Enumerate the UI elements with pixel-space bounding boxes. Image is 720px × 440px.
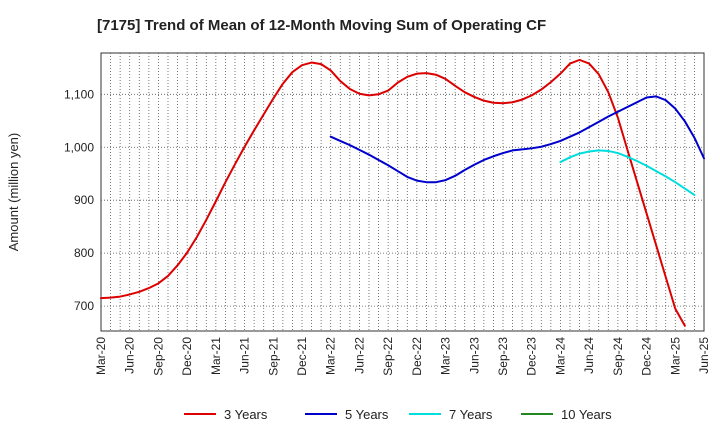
- x-tick-label: Mar-20: [94, 337, 108, 375]
- legend-label: 5 Years: [345, 407, 389, 422]
- x-tick-label: Jun-25: [697, 337, 711, 374]
- grid: [101, 53, 704, 331]
- x-tick-label: Jun-24: [582, 337, 596, 374]
- series-lines: [100, 58, 705, 327]
- series-line-3-years: [100, 58, 686, 327]
- y-tick-label: 800: [74, 246, 94, 260]
- x-tick-label: Dec-23: [525, 337, 539, 376]
- x-tick-label: Sep-21: [266, 337, 280, 376]
- y-tick-label: 1,000: [64, 140, 94, 154]
- chart-title: [7175] Trend of Mean of 12-Month Moving …: [97, 17, 546, 34]
- x-tick-label: Dec-20: [180, 337, 194, 376]
- series-line-5-years: [329, 95, 705, 184]
- y-tick-label: 900: [74, 193, 94, 207]
- x-tick-label: Sep-20: [151, 337, 165, 376]
- legend-label: 10 Years: [561, 407, 612, 422]
- series-line-7-years: [559, 149, 696, 196]
- x-tick-label: Mar-22: [324, 337, 338, 375]
- x-tick-label: Jun-20: [123, 337, 137, 374]
- x-tick-label: Sep-22: [381, 337, 395, 376]
- y-tick-label: 1,100: [64, 87, 94, 101]
- plot-area: [100, 52, 705, 332]
- x-tick-label: Sep-23: [496, 337, 510, 376]
- y-axis-label: Amount (million yen): [6, 133, 21, 252]
- x-tick-label: Jun-22: [352, 337, 366, 374]
- y-tick-labels: 700 800 900 1,000 1,100: [64, 87, 94, 313]
- x-tick-label: Dec-21: [295, 337, 309, 376]
- y-tick-label: 700: [74, 299, 94, 313]
- x-tick-label: Mar-24: [553, 337, 567, 375]
- legend-label: 7 Years: [449, 407, 493, 422]
- x-tick-label: Jun-21: [238, 337, 252, 374]
- x-tick-label: Dec-22: [410, 337, 424, 376]
- legend: 3 Years 5 Years 7 Years 10 Years: [184, 407, 612, 422]
- x-tick-label: Sep-24: [611, 337, 625, 376]
- legend-label: 3 Years: [224, 407, 268, 422]
- x-tick-label: Mar-25: [668, 337, 682, 375]
- x-tick-label: Dec-24: [640, 337, 654, 376]
- x-tick-label: Jun-23: [467, 337, 481, 374]
- x-tick-labels: Mar-20 Jun-20 Sep-20 Dec-20 Mar-21 Jun-21 Sep-…: [94, 337, 711, 376]
- x-tick-label: Mar-21: [209, 337, 223, 375]
- x-tick-label: Mar-23: [439, 337, 453, 375]
